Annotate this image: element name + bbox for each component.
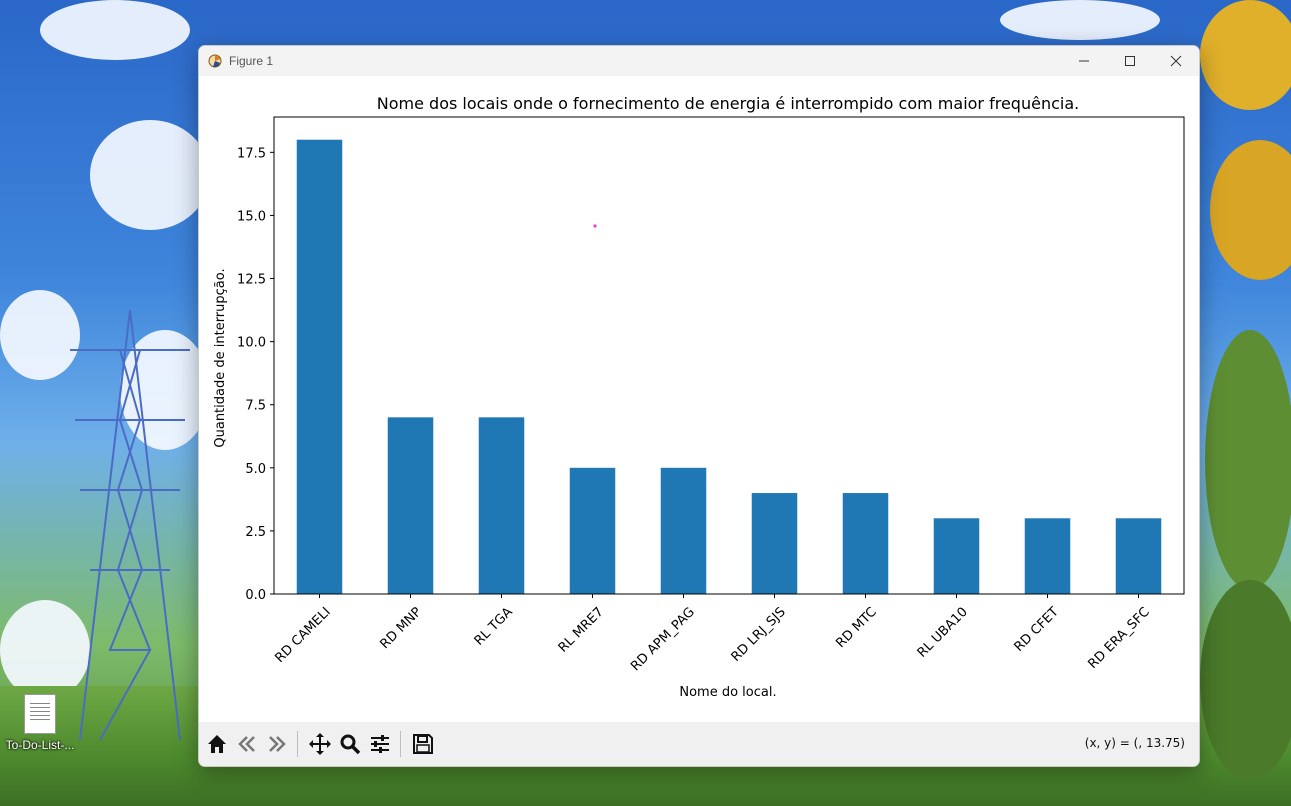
bar [387, 417, 434, 594]
forward-arrow-icon[interactable] [263, 730, 291, 758]
x-tick-label: RD LRJ_SJS [729, 605, 789, 665]
chart-title: Nome dos locais onde o fornecimento de e… [377, 94, 1079, 113]
save-icon[interactable] [409, 730, 437, 758]
wallpaper-leaf [1205, 330, 1291, 590]
bar [569, 467, 616, 594]
bar [842, 493, 889, 594]
home-icon[interactable] [203, 730, 231, 758]
wallpaper-cloud [0, 290, 80, 380]
figure-window: Figure 1 Nome dos locais onde o fornecim… [198, 45, 1200, 767]
window-controls [1061, 46, 1199, 76]
wallpaper-cloud [0, 600, 90, 700]
y-tick-label: 5.0 [245, 462, 266, 477]
bar [296, 139, 343, 594]
x-tick-label: RD CFET [1012, 605, 1062, 655]
wallpaper-leaf [1200, 580, 1291, 780]
wallpaper-cloud [90, 120, 210, 230]
wallpaper-sunflower [1210, 140, 1291, 280]
x-tick-label: RD MTC [833, 605, 879, 651]
x-tick-label: RD APM_PAG [628, 605, 698, 675]
navigation-toolbar: (x, y) = (, 13.75) [199, 722, 1199, 766]
x-tick-label: RL MRE7 [556, 605, 607, 656]
x-axis-label: Nome do local. [679, 685, 776, 700]
bar [478, 417, 525, 594]
bar-chart[interactable]: Nome dos locais onde o fornecimento de e… [199, 76, 1199, 722]
back-arrow-icon[interactable] [233, 730, 261, 758]
figure-canvas[interactable]: Nome dos locais onde o fornecimento de e… [199, 76, 1199, 722]
bar [751, 493, 798, 594]
toolbar-separator [400, 731, 401, 757]
toolbar-separator [297, 731, 298, 757]
minimize-icon[interactable] [1061, 46, 1107, 76]
zoom-icon[interactable] [336, 730, 364, 758]
bar [1024, 518, 1071, 594]
document-icon [24, 694, 56, 734]
wallpaper-cloud [40, 0, 190, 60]
bar [660, 467, 707, 594]
window-title: Figure 1 [229, 54, 274, 68]
y-axis-label: Quantidade de interrupção. [213, 268, 228, 447]
bar [1115, 518, 1162, 594]
x-tick-label: RD ERA_SFC [1086, 605, 1153, 672]
x-tick-label: RD CAMELI [272, 605, 333, 666]
title-bar[interactable]: Figure 1 [199, 46, 1199, 76]
wallpaper-power-tower [70, 310, 190, 740]
desktop-file-icon[interactable]: To-Do-List-... [4, 694, 76, 752]
x-tick-label: RL UBA10 [915, 605, 971, 661]
maximize-icon[interactable] [1107, 46, 1153, 76]
y-tick-label: 15.0 [237, 209, 266, 224]
configure-subplots-icon[interactable] [366, 730, 394, 758]
y-tick-label: 2.5 [245, 525, 266, 540]
y-tick-label: 17.5 [237, 146, 266, 161]
bar [933, 518, 980, 594]
y-tick-label: 10.0 [237, 336, 266, 351]
desktop-file-label: To-Do-List-... [5, 738, 75, 752]
wallpaper-sunflower [1200, 0, 1291, 110]
mouse-cursor-dot [593, 224, 597, 228]
y-tick-label: 12.5 [237, 273, 266, 288]
wallpaper-cloud [1000, 0, 1160, 40]
close-icon[interactable] [1153, 46, 1199, 76]
cursor-coordinates-readout: (x, y) = (, 13.75) [1084, 736, 1185, 750]
y-tick-label: 0.0 [245, 588, 266, 603]
pan-icon[interactable] [306, 730, 334, 758]
x-tick-label: RL TGA [472, 605, 516, 649]
y-tick-label: 7.5 [245, 399, 266, 414]
matplotlib-app-icon [207, 53, 223, 69]
x-tick-label: RD MNP [377, 605, 424, 652]
plot-frame [273, 116, 1185, 595]
